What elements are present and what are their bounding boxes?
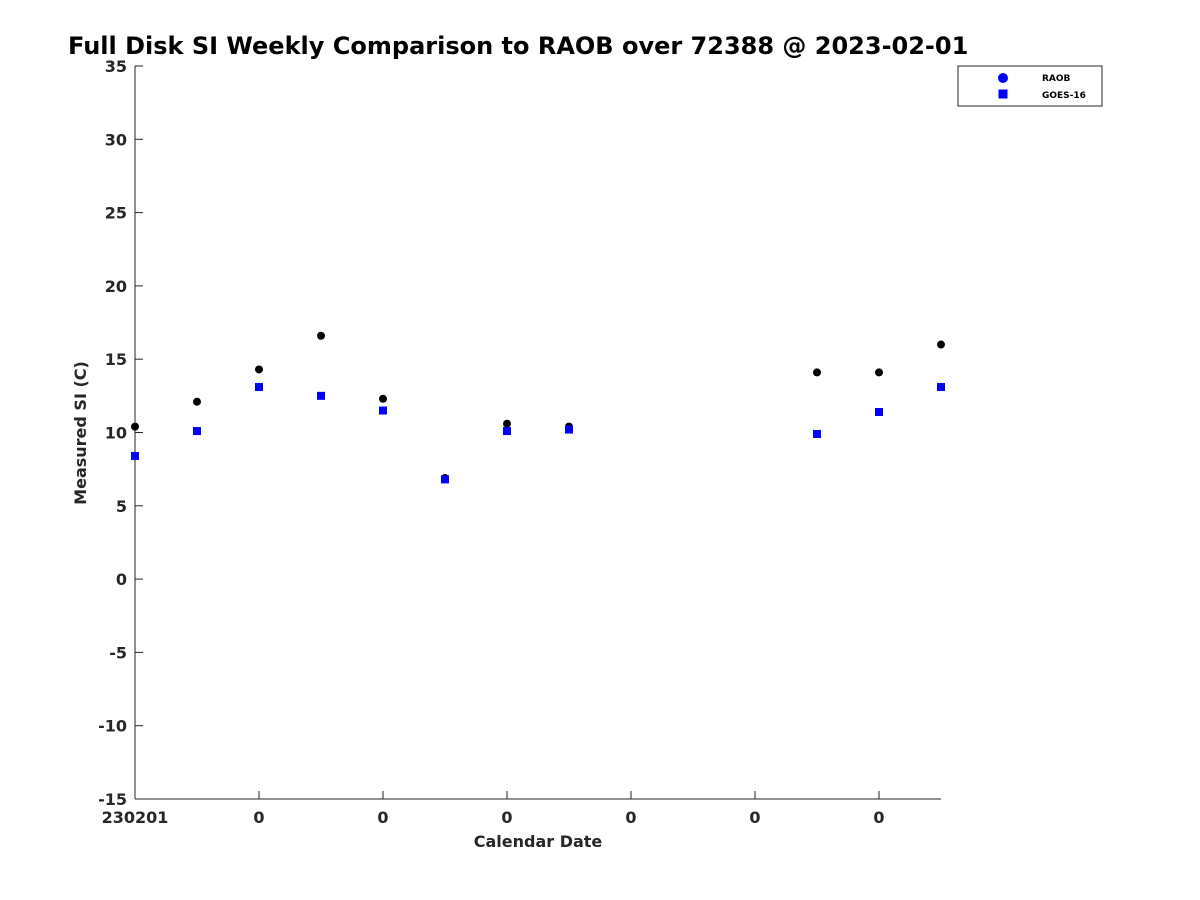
data-marks	[131, 331, 945, 484]
goes16-point	[255, 383, 263, 392]
x-tick-label: 0	[377, 808, 388, 827]
goes16-point	[565, 425, 573, 434]
raob-point	[193, 397, 201, 406]
y-tick-label: 25	[105, 204, 127, 223]
goes16-point	[813, 429, 821, 438]
raob-point	[255, 365, 263, 374]
legend-goes16-marker	[998, 89, 1008, 99]
raob-point	[131, 422, 139, 431]
goes16-point	[875, 407, 883, 416]
goes16-point	[937, 383, 945, 392]
legend-goes16-label: GOES-16	[1042, 91, 1086, 101]
y-tick-label: -10	[98, 717, 127, 736]
y-tick-label: -15	[98, 790, 127, 809]
raob-point	[503, 419, 511, 428]
raob-point	[937, 340, 945, 349]
x-tick-label: 230201	[102, 808, 169, 827]
legend-box	[957, 65, 1103, 107]
x-axis-label: Calendar Date	[474, 832, 603, 851]
x-tick-label: 0	[873, 808, 884, 827]
x-tick-label: 0	[501, 808, 512, 827]
raob-point	[379, 394, 387, 403]
axes: -15 -10 -5 0 5 10 15 20 25 30 35 230201 0 0 0 0 0 0	[98, 57, 941, 827]
goes16-point	[193, 427, 201, 436]
y-tick-label: 5	[116, 497, 127, 516]
goes16-point	[441, 475, 449, 484]
legend-raob-marker	[998, 73, 1008, 83]
y-tick-label: 30	[105, 130, 127, 149]
legend: RAOB GOES-16	[957, 65, 1103, 107]
x-tick-label: 0	[625, 808, 636, 827]
goes16-point	[131, 451, 139, 460]
y-tick-label: -5	[109, 643, 127, 662]
legend-raob-label: RAOB	[1042, 74, 1071, 84]
y-tick-label: 15	[105, 350, 127, 369]
raob-point	[813, 368, 821, 377]
y-tick-label: 20	[105, 277, 127, 296]
goes16-point	[379, 406, 387, 415]
y-tick-label: 10	[105, 424, 127, 443]
chart-title: Full Disk SI Weekly Comparison to RAOB o…	[68, 32, 968, 60]
raob-point	[317, 331, 325, 340]
y-axis-label: Measured SI (C)	[71, 361, 90, 505]
y-tick-label: 0	[116, 570, 127, 589]
series-goes-16	[131, 383, 945, 484]
goes16-point	[317, 391, 325, 400]
goes16-point	[503, 427, 511, 436]
x-tick-label: 0	[749, 808, 760, 827]
raob-point	[875, 368, 883, 377]
x-tick-label: 0	[253, 808, 264, 827]
y-tick-label: 35	[105, 57, 127, 76]
series-raob	[131, 331, 945, 482]
